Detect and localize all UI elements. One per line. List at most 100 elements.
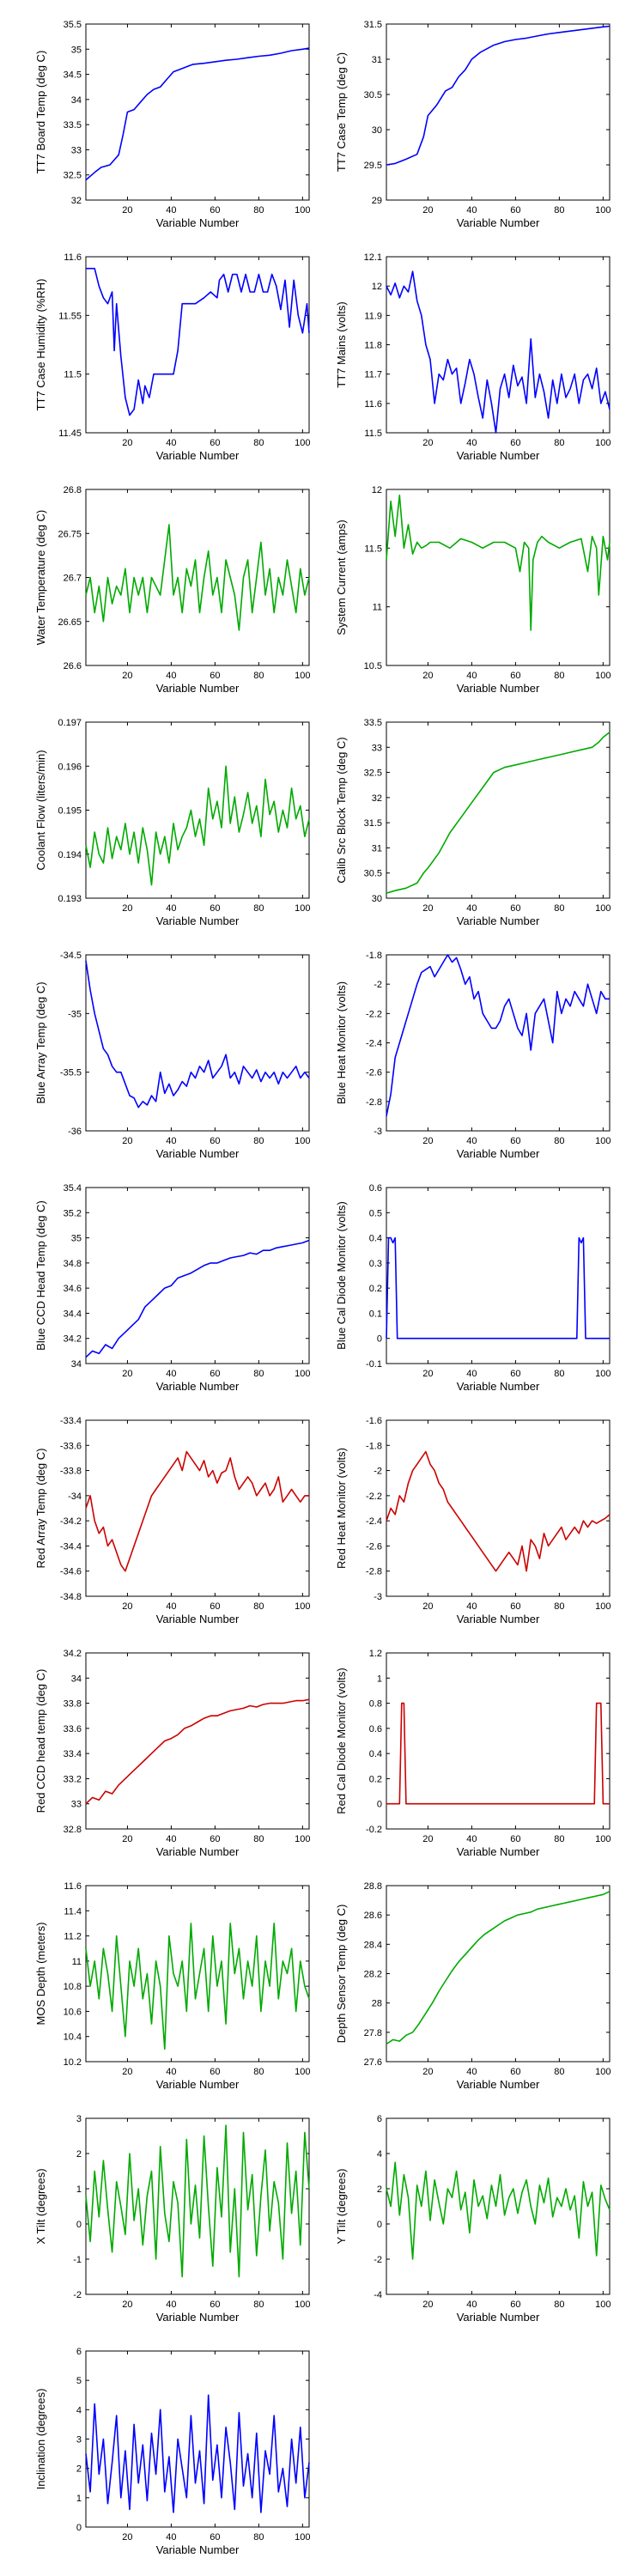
plot-frame (386, 1419, 611, 1597)
y-tick-label: 30.5 (364, 869, 382, 879)
y-tick-label: 11.6 (64, 1881, 82, 1892)
x-tick-label: 80 (253, 671, 264, 681)
y-tick-label: 34.8 (64, 1259, 82, 1269)
y-tick-label: -0.2 (366, 1825, 382, 1835)
x-axis-label: Variable Number (457, 2078, 540, 2091)
y-tick-label: 31.5 (364, 20, 382, 30)
y-tick-label: 0.6 (369, 1724, 382, 1735)
y-tick-label: -2.4 (366, 1516, 382, 1527)
y-tick-label: 32.8 (64, 1825, 82, 1835)
x-tick-label: 60 (510, 903, 520, 914)
y-tick-label: 33.4 (64, 1749, 82, 1759)
x-axis-label: Variable Number (156, 449, 240, 462)
x-tick-label: 20 (422, 2300, 433, 2310)
y-tick-label: 26.75 (58, 529, 82, 539)
x-tick-label: 40 (166, 438, 176, 448)
y-axis-label: Y Tilt (degrees) (335, 2169, 348, 2245)
y-tick-label: 34 (71, 95, 82, 106)
y-tick-label: 34.2 (64, 1649, 82, 1659)
plot-frame (85, 489, 310, 666)
x-tick-label: 100 (595, 2300, 611, 2310)
x-tick-label: 80 (253, 205, 264, 216)
x-tick-label: 40 (166, 671, 176, 681)
x-tick-label: 20 (122, 671, 132, 681)
x-tick-label: 100 (295, 1834, 310, 1844)
x-tick-label: 60 (510, 2300, 520, 2310)
plot-frame (85, 23, 310, 201)
y-axis-label: TT7 Case Temp (deg C) (335, 52, 348, 172)
y-tick-label: 11.5 (64, 370, 82, 380)
x-tick-label: 100 (295, 671, 310, 681)
x-tick-label: 40 (166, 903, 176, 914)
x-tick-label: 60 (510, 1136, 520, 1146)
y-tick-label: 32.5 (64, 171, 82, 181)
y-tick-label: 0 (377, 1800, 382, 1810)
y-tick-label: 0.5 (369, 1208, 382, 1218)
y-tick-label: -2.8 (366, 1097, 382, 1108)
y-tick-label: 0.2 (369, 1774, 382, 1784)
y-tick-label: 3 (76, 2114, 82, 2124)
y-tick-label: 33.5 (64, 120, 82, 131)
x-tick-label: 60 (510, 2067, 520, 2077)
x-tick-label: 40 (166, 1369, 176, 1379)
x-tick-label: 100 (295, 2067, 310, 2077)
y-tick-label: 34 (71, 1674, 82, 1684)
y-tick-label: -35.5 (60, 1068, 82, 1078)
y-axis-label: Blue Array Temp (deg C) (34, 981, 47, 1103)
y-tick-label: 32 (71, 196, 82, 206)
y-axis-label: Red Heat Monitor (volts) (335, 1448, 348, 1569)
x-tick-label: 80 (253, 2067, 264, 2077)
x-tick-label: 80 (253, 903, 264, 914)
plot-frame (386, 721, 611, 899)
y-tick-label: 11.2 (64, 1932, 82, 1942)
x-tick-label: 100 (595, 2067, 611, 2077)
y-tick-label: 28.8 (364, 1881, 382, 1892)
x-tick-label: 80 (554, 1136, 564, 1146)
y-axis-label: X Tilt (degrees) (34, 2168, 47, 2244)
y-tick-label: 6 (377, 2114, 382, 2124)
x-axis-label: Variable Number (156, 1380, 240, 1393)
y-tick-label: 26.6 (64, 661, 82, 671)
y-tick-label: 0.195 (58, 806, 82, 817)
x-tick-label: 60 (510, 671, 520, 681)
y-tick-label: -2 (374, 2255, 382, 2265)
x-axis-label: Variable Number (156, 1613, 240, 1625)
series-line (85, 2124, 310, 2278)
y-tick-label: 33.6 (64, 1724, 82, 1735)
y-tick-label: 30 (372, 125, 382, 136)
x-tick-label: 100 (295, 1136, 310, 1146)
y-tick-label: 27.6 (364, 2057, 382, 2068)
x-tick-label: 100 (595, 438, 611, 448)
y-tick-label: 6 (76, 2347, 82, 2357)
x-tick-label: 100 (595, 1136, 611, 1146)
x-tick-label: 20 (422, 1136, 433, 1146)
y-tick-label: -2.2 (366, 1492, 382, 1502)
y-axis-label: TT7 Mains (volts) (335, 301, 348, 387)
plot-frame (386, 1187, 611, 1364)
y-tick-label: 1 (76, 2184, 82, 2195)
chart-panel-15: 20 40 60 80 100 32.8 33 33.2 33.4 33.6 33.8 34 34.2 V… (34, 1649, 311, 1858)
x-axis-label: Variable Number (156, 1147, 240, 1160)
y-tick-label: 12 (372, 282, 382, 292)
y-tick-label: -1.8 (366, 951, 382, 961)
chart-panel-12: 20 40 60 80 100 -0.1 0 0.1 0.2 0.3 0.4 0.5 0.6 Variab… (335, 1183, 611, 1393)
y-tick-label: 11.5 (364, 544, 382, 554)
x-tick-label: 100 (595, 671, 611, 681)
chart-panel-8: 20 40 60 80 100 30 30.5 31 31.5 32 32.5 33 33.5 Varia… (335, 718, 611, 927)
y-tick-label: -3 (374, 1592, 382, 1602)
x-tick-label: 40 (466, 903, 477, 914)
x-axis-label: Variable Number (156, 2543, 240, 2556)
y-tick-label: -2.6 (366, 1068, 382, 1078)
x-tick-label: 80 (554, 1834, 564, 1844)
y-tick-label: 35.4 (64, 1183, 82, 1194)
y-tick-label: 0.8 (369, 1699, 382, 1710)
x-tick-label: 60 (210, 671, 220, 681)
series-line (386, 25, 611, 166)
chart-panel-19: 20 40 60 80 100 -2 -1 0 1 2 3 Variable Number X Tilt… (34, 2114, 311, 2324)
y-tick-label: 3 (76, 2435, 82, 2445)
y-axis-label: TT7 Case Humidity (%RH) (34, 279, 47, 411)
chart-panel-3: 20 40 60 80 100 11.45 11.5 11.55 11.6 Variable Nu… (34, 252, 311, 462)
x-tick-label: 40 (466, 438, 477, 448)
y-tick-label: 28.4 (364, 1940, 382, 1950)
x-tick-label: 80 (253, 1601, 264, 1612)
